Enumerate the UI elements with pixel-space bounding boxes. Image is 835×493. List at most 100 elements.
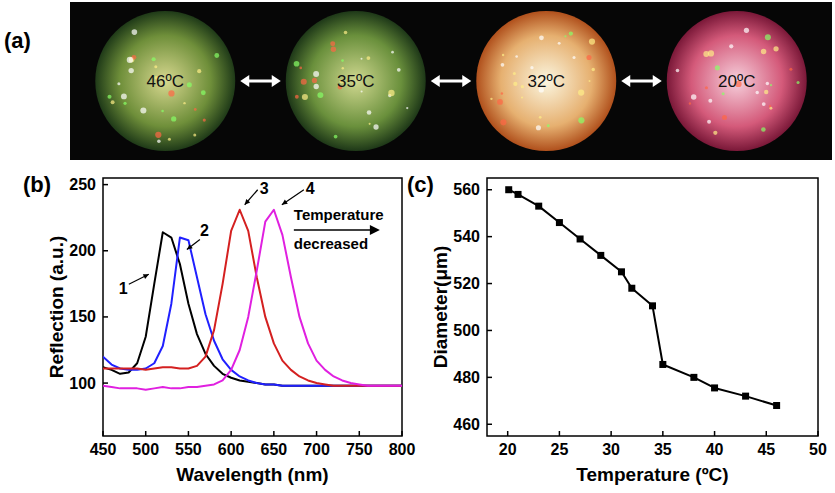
speck (513, 82, 517, 86)
speck (722, 115, 727, 120)
speck (703, 51, 709, 57)
speck (388, 90, 394, 96)
speck (761, 49, 766, 54)
figure: 46ºC35ºC32ºC20ºC(a)450500550600650700750… (0, 0, 835, 493)
temperature-label: 46ºC (147, 72, 184, 91)
speck (331, 47, 336, 52)
y-axis-title: Reflection (a.u.) (46, 236, 67, 379)
speck (769, 105, 771, 107)
x-tick (102, 431, 104, 436)
marker (556, 219, 563, 226)
speck (317, 92, 323, 98)
arrow-head (272, 75, 281, 87)
speck (295, 95, 299, 99)
label-pointer (187, 240, 200, 250)
x-tick (188, 431, 190, 436)
marker (577, 235, 584, 242)
speck (707, 120, 711, 124)
x-tick-label: 35 (654, 441, 672, 458)
microsphere (476, 11, 616, 151)
series-label: 4 (306, 180, 315, 197)
series-label: 2 (200, 222, 209, 239)
speck (201, 90, 206, 95)
x-tick-label: 30 (602, 441, 620, 458)
speck (501, 92, 503, 94)
arrow-head (240, 75, 249, 87)
y-tick (487, 283, 492, 285)
y-tick (103, 316, 108, 318)
x-tick-label: 45 (757, 441, 775, 458)
x-tick (145, 431, 147, 436)
marker (742, 393, 749, 400)
speck (691, 94, 696, 99)
speck (558, 42, 561, 45)
photo-strip (70, 2, 832, 160)
marker (628, 285, 635, 292)
x-tick-label: 800 (389, 441, 416, 458)
y-axis-title: Diameter(μm) (430, 246, 451, 369)
speck (111, 100, 115, 104)
speck (708, 99, 712, 103)
annotation-arrow-head (370, 225, 380, 235)
speck (490, 98, 492, 100)
speck (766, 82, 769, 85)
marker (711, 384, 718, 391)
speck (539, 35, 544, 40)
speck (197, 69, 201, 73)
speck (342, 67, 344, 69)
speck (366, 56, 370, 60)
x-tick (559, 431, 561, 436)
speck (729, 44, 733, 48)
speck (578, 89, 584, 95)
speck (713, 131, 717, 135)
x-tick (662, 431, 664, 436)
series-label: 3 (260, 180, 269, 197)
speck (797, 81, 800, 84)
marker (659, 361, 666, 368)
marker (618, 268, 625, 275)
panel-letter: (a) (4, 28, 31, 53)
x-tick-label: 700 (303, 441, 330, 458)
pointer-head (143, 274, 149, 279)
speck (194, 108, 197, 111)
temperature-label: 35ºC (337, 72, 374, 91)
y-tick-label: 150 (69, 308, 96, 325)
series-line (103, 210, 402, 390)
x-tick (507, 431, 509, 436)
speck (140, 107, 146, 113)
speck (344, 31, 348, 35)
x-tick-label: 50 (809, 441, 827, 458)
y-tick (487, 189, 492, 191)
x-tick (817, 431, 819, 436)
speck (330, 41, 335, 46)
speck (312, 78, 317, 83)
speck (171, 116, 176, 121)
speck (121, 93, 127, 99)
speck (764, 90, 768, 94)
speck (773, 46, 778, 51)
x-tick (316, 431, 318, 436)
y-tick-label: 250 (69, 176, 96, 193)
temperature-label: 32ºC (528, 72, 565, 91)
speck (157, 140, 161, 144)
series-line (509, 190, 777, 406)
speck (573, 56, 576, 59)
marker (505, 186, 512, 193)
speck (128, 68, 133, 73)
speck (547, 124, 550, 127)
y-tick (487, 236, 492, 238)
speck (502, 54, 504, 56)
speck (515, 55, 518, 58)
marker (690, 374, 697, 381)
speck (183, 102, 185, 104)
marker (515, 191, 522, 198)
microsphere (667, 11, 807, 151)
speck (117, 82, 120, 85)
speck (592, 68, 595, 71)
speck (564, 35, 566, 37)
speck (367, 110, 372, 115)
speck (539, 116, 542, 119)
y-tick-label: 100 (69, 375, 96, 392)
speck (373, 124, 378, 129)
x-tick-label: 650 (261, 441, 288, 458)
